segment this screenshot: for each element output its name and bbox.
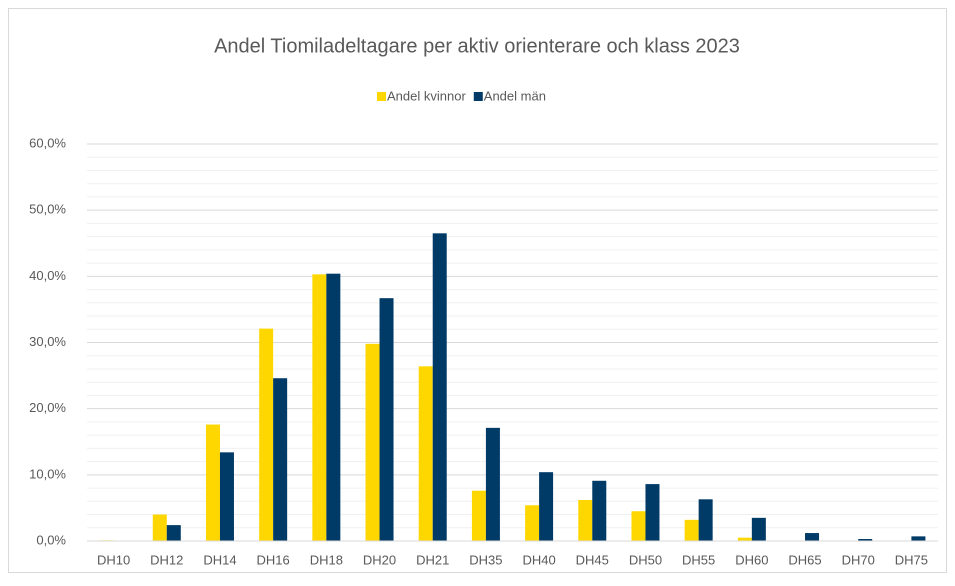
bar [645, 484, 660, 541]
chart-title: Andel Tiomiladeltagare per aktiv oriente… [214, 35, 740, 57]
legend-swatch [377, 92, 386, 101]
bar [365, 343, 380, 541]
bar [858, 539, 873, 541]
x-tick-label: DH45 [576, 552, 609, 567]
x-tick-label: DH12 [150, 552, 183, 567]
bar [273, 378, 288, 541]
bar [684, 519, 699, 541]
x-tick-label: DH40 [522, 552, 555, 567]
bar [737, 537, 752, 541]
bar [805, 533, 820, 541]
bar [631, 511, 646, 541]
x-tick-label: DH10 [97, 552, 130, 567]
legend-label: Andel män [484, 88, 546, 103]
y-tick-label: 0,0% [36, 532, 66, 547]
bar [525, 505, 540, 541]
y-tick-label: 20,0% [29, 400, 66, 415]
y-tick-label: 40,0% [29, 268, 66, 283]
bar [418, 366, 433, 541]
bar [152, 514, 167, 541]
x-tick-label: DH50 [629, 552, 662, 567]
x-tick-label: DH20 [363, 552, 396, 567]
bar [432, 233, 447, 541]
x-tick-label: DH60 [735, 552, 768, 567]
bar [751, 517, 766, 541]
bar [326, 273, 341, 541]
bar [578, 499, 593, 541]
bar [379, 298, 394, 541]
x-tick-label: DH21 [416, 552, 449, 567]
bar [592, 480, 607, 541]
x-tick-label: DH18 [310, 552, 343, 567]
bar [911, 536, 926, 541]
bar [539, 472, 554, 541]
x-tick-label: DH65 [788, 552, 821, 567]
x-tick-label: DH16 [257, 552, 290, 567]
y-tick-label: 10,0% [29, 466, 66, 481]
legend-swatch [473, 92, 483, 101]
x-tick-label: DH35 [469, 552, 502, 567]
bar [219, 452, 234, 541]
x-tick-label: DH70 [842, 552, 875, 567]
y-tick-label: 60,0% [29, 135, 66, 150]
x-tick-label: DH14 [203, 552, 236, 567]
bar [312, 274, 327, 541]
bar [471, 490, 486, 541]
bar [485, 427, 500, 541]
x-tick-label: DH55 [682, 552, 715, 567]
bar [259, 328, 274, 541]
y-tick-label: 30,0% [29, 334, 66, 349]
y-tick-label: 50,0% [29, 202, 66, 217]
bar [205, 424, 220, 541]
legend-label: Andel kvinnor [387, 88, 466, 103]
chart-frame [8, 8, 947, 573]
bar [166, 525, 181, 541]
bar [698, 499, 713, 541]
x-tick-label: DH75 [895, 552, 928, 567]
